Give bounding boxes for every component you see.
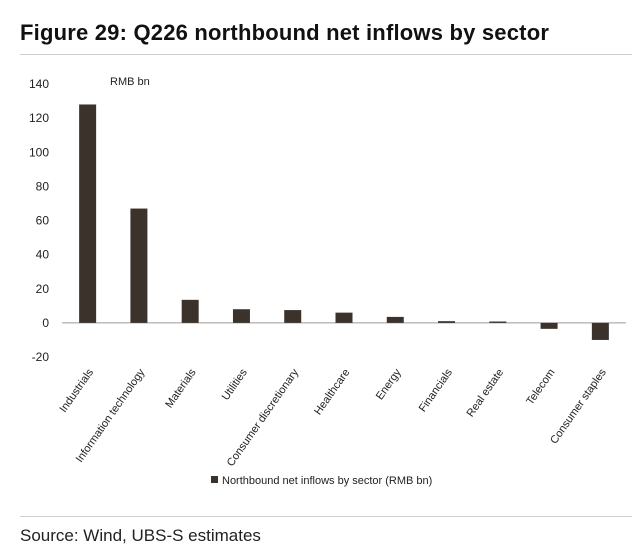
x-tick-label: Real estate <box>465 367 507 419</box>
bar <box>79 104 97 323</box>
x-tick-label: Utilities <box>220 366 250 402</box>
x-tick-label: Materials <box>163 366 199 410</box>
bars <box>79 104 609 340</box>
y-tick-label: 80 <box>36 179 50 193</box>
x-tick-label: Consumer staples <box>548 366 609 446</box>
bar <box>284 310 302 323</box>
bar <box>591 322 609 340</box>
bar <box>130 208 148 323</box>
bar <box>540 322 558 329</box>
y-tick-label: 0 <box>42 316 49 330</box>
x-tick-label: Energy <box>374 366 404 402</box>
bar-chart: RMB bn -20 0 20 40 60 80 100 120 140 Industrials… <box>29 76 626 487</box>
title-divider <box>20 54 632 55</box>
footer-divider <box>20 516 632 517</box>
legend-label: Northbound net inflows by sector (RMB bn… <box>222 475 432 487</box>
bar <box>489 321 507 323</box>
legend-swatch <box>211 476 218 483</box>
unit-label: RMB bn <box>110 76 150 88</box>
y-tick-label: 120 <box>29 111 49 125</box>
legend: Northbound net inflows by sector (RMB bn… <box>211 475 432 487</box>
y-tick-label: -20 <box>32 350 50 364</box>
x-tick-label: Financials <box>417 366 456 414</box>
source-note: Source: Wind, UBS-S estimates <box>20 526 261 545</box>
x-tick-label: Telecom <box>524 367 557 407</box>
x-tick-label: Healthcare <box>312 367 352 417</box>
bar <box>335 312 353 323</box>
x-tick-label: Industrials <box>58 366 97 414</box>
y-tick-label: 140 <box>29 77 49 91</box>
bar <box>181 299 199 323</box>
y-axis: -20 0 20 40 60 80 100 120 140 <box>29 77 49 364</box>
y-tick-label: 20 <box>36 282 50 296</box>
bar <box>386 316 404 323</box>
figure-title: Figure 29: Q226 northbound net inflows b… <box>20 20 550 45</box>
y-tick-label: 60 <box>36 214 50 228</box>
bar <box>232 309 250 323</box>
y-tick-label: 40 <box>36 248 50 262</box>
y-tick-label: 100 <box>29 145 49 159</box>
bar <box>438 321 456 323</box>
